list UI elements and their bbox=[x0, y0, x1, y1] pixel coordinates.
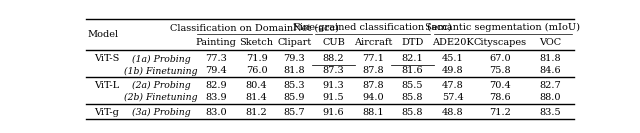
Text: Semantic segmentation (mIoU): Semantic segmentation (mIoU) bbox=[426, 23, 580, 32]
Text: (2b) Finetuning: (2b) Finetuning bbox=[124, 93, 198, 102]
Text: Fine-grained classification (acc): Fine-grained classification (acc) bbox=[294, 23, 452, 32]
Text: ViT-S: ViT-S bbox=[94, 55, 119, 63]
Text: 83.0: 83.0 bbox=[205, 108, 227, 117]
Text: 85.3: 85.3 bbox=[284, 81, 305, 90]
Text: 83.9: 83.9 bbox=[205, 93, 227, 102]
Text: ViT-g: ViT-g bbox=[94, 108, 119, 117]
Text: (1a) Probing: (1a) Probing bbox=[131, 54, 190, 64]
Text: Classification on DomainNet (acc): Classification on DomainNet (acc) bbox=[170, 23, 339, 32]
Text: 85.7: 85.7 bbox=[284, 108, 305, 117]
Text: (3a) Probing: (3a) Probing bbox=[131, 108, 190, 117]
Text: 81.6: 81.6 bbox=[402, 66, 424, 75]
Text: 81.8: 81.8 bbox=[284, 66, 305, 75]
Text: 88.2: 88.2 bbox=[323, 55, 344, 63]
Text: 84.6: 84.6 bbox=[540, 66, 561, 75]
Text: 77.1: 77.1 bbox=[362, 55, 385, 63]
Text: CUB: CUB bbox=[322, 38, 345, 47]
Text: 94.0: 94.0 bbox=[363, 93, 384, 102]
Text: Aircraft: Aircraft bbox=[355, 38, 393, 47]
Text: 80.4: 80.4 bbox=[246, 81, 268, 90]
Text: 83.5: 83.5 bbox=[540, 108, 561, 117]
Text: 91.3: 91.3 bbox=[323, 81, 344, 90]
Text: 75.8: 75.8 bbox=[490, 66, 511, 75]
Text: 48.8: 48.8 bbox=[442, 108, 464, 117]
Text: DTD: DTD bbox=[401, 38, 424, 47]
Text: Painting: Painting bbox=[196, 38, 237, 47]
Text: 78.6: 78.6 bbox=[490, 93, 511, 102]
Text: 79.4: 79.4 bbox=[205, 66, 227, 75]
Text: 82.1: 82.1 bbox=[402, 55, 424, 63]
Text: Model: Model bbox=[88, 30, 119, 39]
Text: 87.3: 87.3 bbox=[323, 66, 344, 75]
Text: 91.5: 91.5 bbox=[323, 93, 344, 102]
Text: 79.3: 79.3 bbox=[284, 55, 305, 63]
Text: 71.2: 71.2 bbox=[490, 108, 511, 117]
Text: Clipart: Clipart bbox=[277, 38, 312, 47]
Text: 77.3: 77.3 bbox=[205, 55, 227, 63]
Text: (2a) Probing: (2a) Probing bbox=[131, 81, 190, 90]
Text: 81.2: 81.2 bbox=[246, 108, 268, 117]
Text: (1b) Finetuning: (1b) Finetuning bbox=[124, 66, 198, 76]
Text: Sketch: Sketch bbox=[239, 38, 273, 47]
Text: VOC: VOC bbox=[539, 38, 561, 47]
Text: ADE20K: ADE20K bbox=[432, 38, 474, 47]
Text: 88.0: 88.0 bbox=[540, 93, 561, 102]
Text: 67.0: 67.0 bbox=[490, 55, 511, 63]
Text: 91.6: 91.6 bbox=[323, 108, 344, 117]
Text: 81.8: 81.8 bbox=[540, 55, 561, 63]
Text: 71.9: 71.9 bbox=[246, 55, 268, 63]
Text: 82.9: 82.9 bbox=[205, 81, 227, 90]
Text: 76.0: 76.0 bbox=[246, 66, 268, 75]
Text: 81.4: 81.4 bbox=[246, 93, 268, 102]
Text: 88.1: 88.1 bbox=[363, 108, 384, 117]
Text: 85.8: 85.8 bbox=[402, 108, 424, 117]
Text: ViT-L: ViT-L bbox=[94, 81, 119, 90]
Text: 49.8: 49.8 bbox=[442, 66, 464, 75]
Text: 85.8: 85.8 bbox=[402, 93, 424, 102]
Text: 82.7: 82.7 bbox=[540, 81, 561, 90]
Text: 47.8: 47.8 bbox=[442, 81, 464, 90]
Text: 45.1: 45.1 bbox=[442, 55, 464, 63]
Text: 85.5: 85.5 bbox=[402, 81, 424, 90]
Text: 87.8: 87.8 bbox=[363, 81, 384, 90]
Text: 85.9: 85.9 bbox=[284, 93, 305, 102]
Text: Cityscapes: Cityscapes bbox=[474, 38, 527, 47]
Text: 57.4: 57.4 bbox=[442, 93, 464, 102]
Text: 70.4: 70.4 bbox=[490, 81, 511, 90]
Text: 87.8: 87.8 bbox=[363, 66, 384, 75]
